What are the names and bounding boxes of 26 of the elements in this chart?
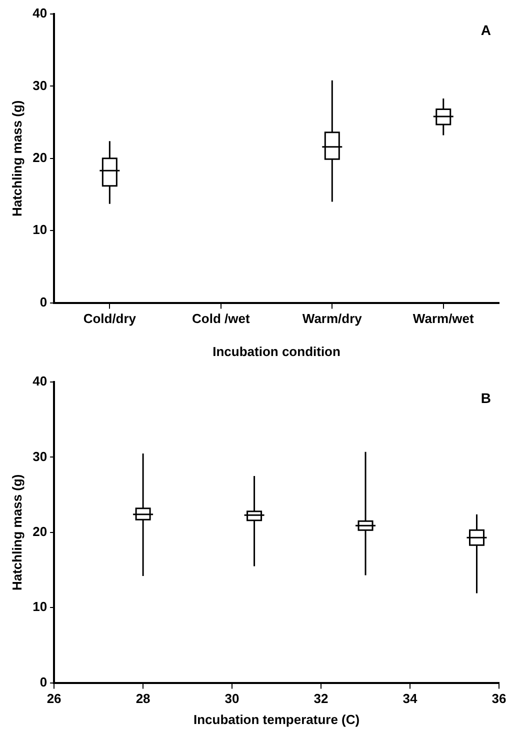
y-axis-title: Hatchling mass (g) [9,100,24,217]
y-tick-label: 0 [40,674,48,690]
x-tick-label: 36 [492,691,506,706]
y-tick-label: 40 [32,6,48,21]
annotation: A [480,22,491,38]
y-tick-label: 20 [32,524,48,539]
x-tick-label: 26 [46,691,62,706]
x-tick-label: Warm/dry [302,311,363,326]
x-tick-label: Cold/dry [83,311,137,326]
annotation: B [480,390,491,406]
x-axis-title: Incubation condition [212,344,340,359]
y-tick-label: 30 [32,448,48,464]
y-tick-label: 30 [32,78,48,93]
y-axis-title: Hatchling mass (g) [9,474,24,591]
y-tick-label: 10 [32,222,48,238]
x-tick-label: 28 [136,691,150,706]
y-tick-label: 0 [40,294,48,310]
x-axis-title: Incubation temperature (C) [193,712,360,727]
y-tick-label: 10 [32,599,48,614]
y-tick-label: 40 [32,374,48,389]
x-tick-label: 34 [402,691,418,706]
x-tick-label: Cold /wet [192,311,250,326]
y-tick-label: 20 [32,150,48,165]
x-tick-label: 30 [224,691,240,706]
x-tick-label: 32 [314,691,328,706]
x-tick-label: Warm/wet [412,311,475,326]
